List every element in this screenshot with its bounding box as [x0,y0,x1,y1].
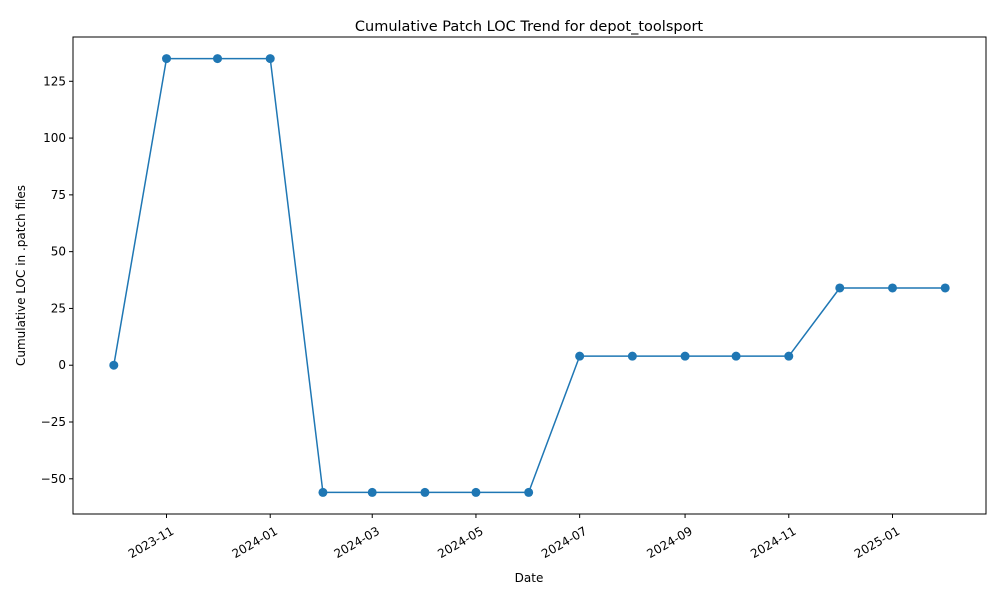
data-point [887,283,897,293]
chart-title: Cumulative Patch LOC Trend for depot_too… [355,19,704,35]
y-tick-label: 75 [51,188,66,202]
y-tick-label: 25 [51,301,66,315]
data-point [420,487,430,497]
data-point [265,54,275,64]
y-axis-label: Cumulative LOC in .patch files [14,185,28,366]
x-axis-label: Date [515,571,544,585]
data-point [213,54,223,64]
data-point [731,351,741,361]
y-tick-label: 125 [43,74,66,88]
y-tick-label: 50 [51,245,66,259]
plot-area [109,54,950,497]
y-tick-label: 100 [43,131,66,145]
data-point [109,360,119,370]
y-tick-label: −50 [41,472,66,486]
axes-frame [72,36,987,515]
data-point [524,487,534,497]
y-axis: −50 −25 0 25 50 75 100 125 [41,74,73,486]
data-point [940,283,950,293]
data-point [784,351,794,361]
data-point [835,283,845,293]
data-point [575,351,585,361]
y-tick-label: 0 [58,358,66,372]
data-point [680,351,690,361]
y-tick-label: −25 [41,415,66,429]
data-point [162,54,172,64]
data-point [318,487,328,497]
data-point [367,487,377,497]
data-point [627,351,637,361]
data-point [471,487,481,497]
